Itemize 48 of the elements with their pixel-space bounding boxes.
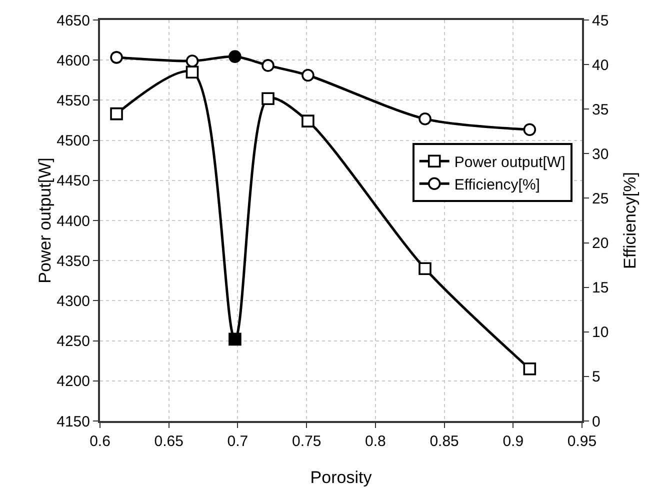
point	[186, 66, 199, 79]
y2-tick-label: 15	[592, 280, 609, 297]
point	[228, 332, 242, 346]
point	[186, 54, 199, 68]
point	[262, 59, 274, 72]
x-tick-label: 0.7	[227, 433, 248, 450]
y-tick-label: 4250	[56, 333, 90, 350]
point	[523, 123, 536, 136]
point	[523, 362, 536, 376]
y2-axis-title: Efficiency[%]	[620, 172, 640, 270]
y2-tick-label: 45	[592, 12, 609, 30]
x-tick-label: 0.95	[567, 433, 597, 450]
point	[228, 50, 242, 63]
x-tick-label: 0.85	[430, 433, 459, 450]
x-tick-label: 0.9	[502, 433, 524, 450]
y-tick-label: 4150	[56, 413, 90, 430]
x-axis-title: Porosity	[310, 468, 372, 487]
y2-tick-label: 25	[592, 190, 609, 208]
y-tick-label: 4450	[56, 172, 90, 190]
y2-tick-label: 30	[592, 146, 609, 163]
y-tick-label: 4600	[56, 52, 90, 70]
point	[262, 92, 274, 105]
point	[418, 262, 432, 276]
y2-tick-label: 35	[592, 101, 609, 118]
x-tick-label: 0.65	[154, 433, 184, 450]
x-tick-label: 0.8	[365, 433, 386, 450]
y2-tick-label: 40	[592, 56, 609, 74]
legend-label: Power output[W]	[454, 154, 566, 171]
legend-label: Efficiency[%]	[454, 176, 540, 194]
x-tick-label: 0.75	[292, 433, 322, 450]
y2-tick-label: 5	[592, 368, 600, 386]
y-tick-label: 4500	[56, 132, 90, 150]
point	[418, 112, 432, 126]
y-tick-label: 4650	[56, 12, 90, 30]
y-axis-title: Power output[W]	[36, 158, 55, 284]
y-tick-label: 4350	[56, 252, 90, 270]
y-tick-label: 4200	[56, 373, 90, 390]
point	[302, 114, 314, 128]
point	[110, 107, 123, 120]
point	[302, 68, 314, 82]
y2-tick-label: 20	[592, 235, 609, 252]
y-tick-label: 4300	[56, 292, 90, 310]
y-tick-label: 4400	[56, 212, 90, 230]
y-tick-label: 4550	[56, 92, 90, 110]
y2-tick-label: 0	[592, 413, 600, 430]
y2-tick-label: 10	[592, 324, 609, 342]
point	[110, 51, 123, 64]
x-tick-label: 0.6	[90, 433, 110, 450]
